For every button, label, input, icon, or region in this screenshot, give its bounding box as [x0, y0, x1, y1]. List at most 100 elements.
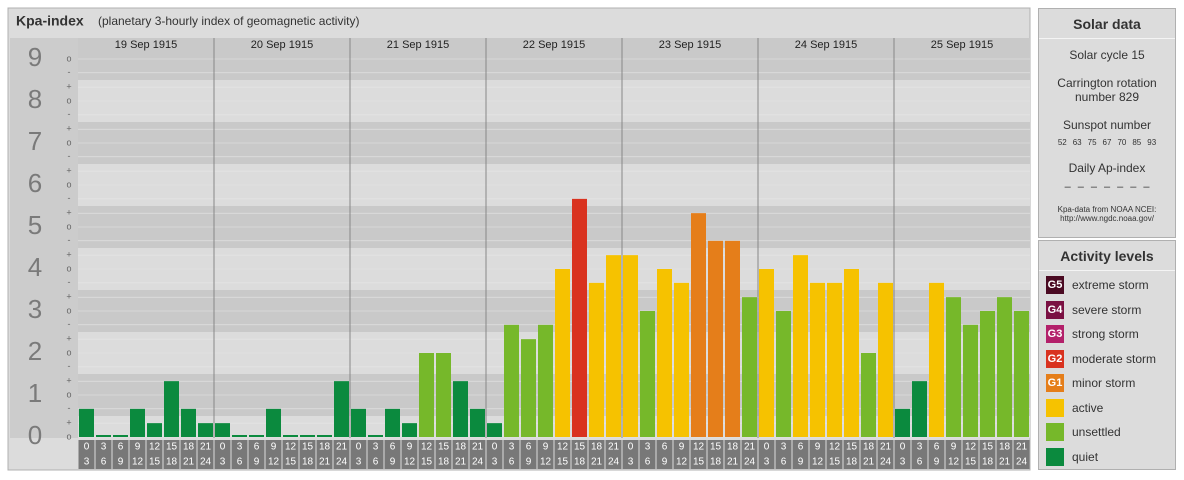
- hour-start: 0: [356, 442, 362, 453]
- source: Kpa-data from NOAA NCEI:: [1057, 205, 1157, 214]
- minor-tick-label: o: [66, 95, 71, 105]
- sunspot-row: 52 63 75 67 70 85 93: [1039, 138, 1175, 147]
- sunspot-value: 52: [1057, 138, 1067, 147]
- legend-item: quiet: [1039, 445, 1175, 470]
- day-label: 23 Sep 1915: [659, 39, 721, 51]
- hour-start: 18: [319, 442, 331, 453]
- bar: [487, 423, 502, 437]
- hour-box: [996, 440, 1013, 469]
- hour-end: 21: [863, 457, 875, 468]
- plot: 0123456789o+-o+-o+-o+-o+-o+-o+-o+-o+-o19…: [28, 38, 1030, 469]
- hour-box: [758, 440, 775, 469]
- hour-start: 21: [880, 442, 892, 453]
- hour-start: 3: [237, 442, 243, 453]
- hour-end: 15: [557, 457, 569, 468]
- bar: [79, 408, 94, 437]
- hour-box: [945, 440, 962, 469]
- bar: [351, 408, 366, 437]
- bar: [419, 353, 434, 437]
- hour-end: 3: [356, 457, 362, 468]
- minor-tick-label: -: [68, 67, 71, 77]
- hour-start: 6: [662, 442, 668, 453]
- hour-start: 21: [200, 442, 212, 453]
- hour-start: 18: [591, 442, 603, 453]
- minor-tick-label: -: [68, 361, 71, 371]
- bar: [776, 311, 791, 437]
- hour-box: [78, 440, 95, 469]
- hour-box: [673, 440, 690, 469]
- hour-start: 12: [693, 442, 705, 453]
- hour-box: [350, 440, 367, 469]
- bar: [844, 269, 859, 437]
- hour-start: 12: [149, 442, 161, 453]
- hour-box: [503, 440, 520, 469]
- sunspot-value: 63: [1072, 138, 1082, 147]
- hour-box: [520, 440, 537, 469]
- bar: [317, 435, 332, 437]
- hour-start: 12: [421, 442, 433, 453]
- hour-start: 15: [982, 442, 994, 453]
- hour-box: [248, 440, 265, 469]
- hour-box: [656, 440, 673, 469]
- bar: [708, 240, 723, 437]
- minor-tick-label: o: [66, 53, 71, 63]
- hour-box: [367, 440, 384, 469]
- sunspot-value: 93: [1147, 138, 1157, 147]
- y-tick-label: 6: [28, 168, 42, 198]
- hour-start: 0: [900, 442, 906, 453]
- bar: [929, 282, 944, 437]
- bar: [385, 408, 400, 437]
- y-tick-label: 3: [28, 294, 42, 324]
- bar: [283, 435, 298, 437]
- hour-start: 3: [781, 442, 787, 453]
- legend-swatch: [1046, 398, 1064, 417]
- hour-box: [554, 440, 571, 469]
- hour-box: [639, 440, 656, 469]
- legend-item: G5 extreme storm: [1039, 273, 1175, 298]
- legend-item: unsettled: [1039, 420, 1175, 445]
- hour-box: [894, 440, 911, 469]
- bar: [164, 381, 179, 437]
- legend-item: G4 severe storm: [1039, 298, 1175, 323]
- sunspot-label: Sunspot number: [1062, 118, 1152, 132]
- hour-box: [180, 440, 197, 469]
- hour-end: 3: [764, 457, 770, 468]
- minor-tick-label: o: [66, 389, 71, 399]
- legend-swatch: G4: [1046, 300, 1064, 319]
- hour-end: 9: [934, 457, 940, 468]
- legend-item: G3 strong storm: [1039, 322, 1175, 347]
- hour-end: 15: [421, 457, 433, 468]
- axis-column: [10, 38, 78, 438]
- y-tick-label: 1: [28, 378, 42, 408]
- bar: [640, 311, 655, 437]
- hour-start: 9: [951, 442, 957, 453]
- y-tick-label: 5: [28, 210, 42, 240]
- minor-tick-label: -: [68, 403, 71, 413]
- hour-start: 12: [557, 442, 569, 453]
- hour-box: [826, 440, 843, 469]
- hour-end: 18: [166, 457, 178, 468]
- hour-box: [962, 440, 979, 469]
- hour-end: 18: [846, 457, 858, 468]
- bar: [946, 297, 961, 437]
- minor-tick-label: +: [66, 166, 71, 176]
- hour-end: 21: [183, 457, 195, 468]
- solar-panel: Solar data Solar cycle 15 Carrington rot…: [1038, 8, 1176, 238]
- hour-end: 18: [710, 457, 722, 468]
- hour-box: [588, 440, 605, 469]
- minor-tick-label: +: [66, 376, 71, 386]
- sunspot-value: 75: [1087, 138, 1097, 147]
- legend-item: G1 minor storm: [1039, 371, 1175, 396]
- hour-end: 9: [118, 457, 124, 468]
- hour-end: 6: [917, 457, 923, 468]
- hour-end: 6: [781, 457, 787, 468]
- minor-tick-label: o: [66, 221, 71, 231]
- ap-value: –: [1077, 181, 1084, 193]
- hour-end: 18: [982, 457, 994, 468]
- hour-end: 21: [999, 457, 1011, 468]
- hour-start: 6: [526, 442, 532, 453]
- hour-box: [622, 440, 639, 469]
- hour-end: 18: [302, 457, 314, 468]
- bar: [504, 324, 519, 437]
- hour-end: 12: [812, 457, 824, 468]
